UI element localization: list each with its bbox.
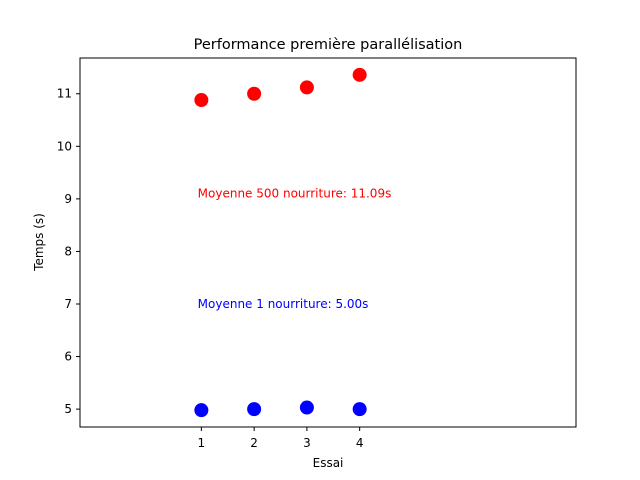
data-points	[194, 67, 367, 418]
y-tick-label: 5	[64, 402, 72, 416]
x-tick-label: 1	[198, 436, 206, 450]
y-tick-label: 6	[64, 350, 72, 364]
y-tick-label: 11	[57, 87, 72, 101]
x-tick-label: 3	[303, 436, 311, 450]
mean-annotation: Moyenne 1 nourriture: 5.00s	[198, 297, 369, 311]
series-0-point	[194, 93, 209, 108]
series-0-point	[247, 86, 262, 101]
y-tick-label: 7	[64, 297, 72, 311]
series-1-point	[299, 400, 314, 415]
y-tick-label: 10	[57, 139, 72, 153]
y-tick-label: 9	[64, 192, 72, 206]
series-1-point	[352, 402, 367, 417]
series-1-point	[247, 402, 262, 417]
x-axis-label: Essai	[313, 456, 344, 470]
x-tick-label: 2	[250, 436, 258, 450]
y-tick-label: 8	[64, 244, 72, 258]
y-axis: 5 6 7 8 9 10 11	[57, 87, 80, 416]
series-1-point	[194, 403, 209, 418]
x-tick-label: 4	[356, 436, 364, 450]
plot-frame	[79, 57, 577, 428]
series-0-point	[352, 67, 367, 82]
chart-title: Performance première parallélisation	[194, 37, 463, 53]
annotations: Moyenne 500 nourriture: 11.09s Moyenne 1 …	[198, 187, 392, 311]
mean-annotation: Moyenne 500 nourriture: 11.09s	[198, 187, 392, 201]
x-axis: 1 2 3 4	[198, 427, 364, 450]
series-0-point	[299, 80, 314, 95]
y-axis-label: Temps (s)	[32, 213, 46, 272]
